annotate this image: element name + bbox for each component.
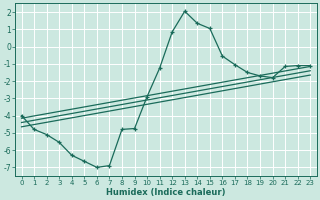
X-axis label: Humidex (Indice chaleur): Humidex (Indice chaleur) [106, 188, 226, 197]
